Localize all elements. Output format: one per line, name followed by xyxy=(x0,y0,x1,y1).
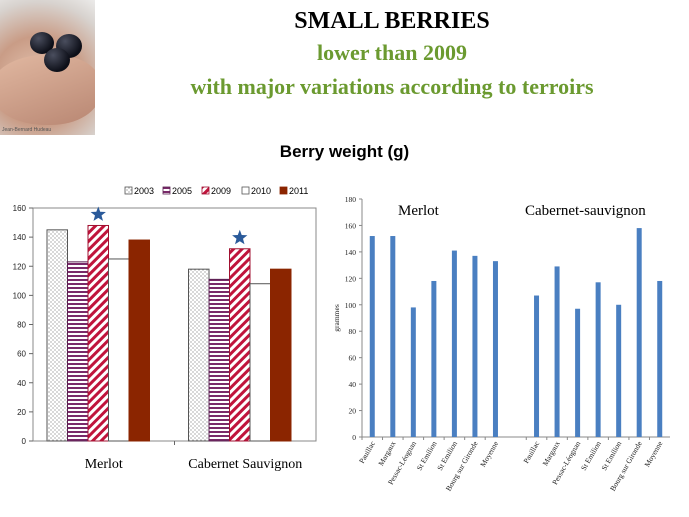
x-tick-label: Moyenne xyxy=(478,439,500,469)
bar-cabernet-sauvignon-pessac-léognan xyxy=(575,308,581,437)
bar-2010-cabernet-sauvignon xyxy=(249,283,271,442)
y-tick-label: 80 xyxy=(349,327,357,336)
x-tick-label: Pauillac xyxy=(357,439,377,465)
bar-2009-cabernet-sauvignon xyxy=(229,248,251,442)
bar-2011-cabernet-sauvignon xyxy=(270,268,292,442)
legend-swatch xyxy=(162,186,171,195)
y-tick-label: 140 xyxy=(345,248,357,257)
legend-swatch xyxy=(241,186,250,195)
y-tick-label: 120 xyxy=(345,274,357,283)
left-bar-chart: 2003 2005 2009 2010 2011 0 20 40 60 80 100 120 140 1… xyxy=(13,186,317,472)
bar-merlot-moyenne xyxy=(492,261,498,437)
y-tick-label: 80 xyxy=(17,321,26,330)
y-tick-label: 120 xyxy=(13,262,27,271)
legend-label: 2005 xyxy=(172,186,192,196)
legend-label: 2009 xyxy=(211,186,231,196)
bar-merlot-pessac-léognan xyxy=(410,307,416,437)
y-tick-label: 160 xyxy=(345,221,357,230)
y-tick-label: 20 xyxy=(349,407,357,416)
bar-2005-merlot xyxy=(67,261,89,442)
y-tick-label: 140 xyxy=(13,233,27,242)
bar-cabernet-sauvignon-margaux xyxy=(554,266,560,437)
y-tick-label: 0 xyxy=(22,437,27,446)
legend-swatch xyxy=(124,186,133,195)
bar-2009-merlot xyxy=(87,224,109,442)
bar-2010-merlot xyxy=(108,258,130,442)
slide-subtitle-2: with major variations according to terro… xyxy=(190,74,594,99)
y-axis-label: grammes xyxy=(332,304,341,332)
legend-swatch xyxy=(201,186,210,195)
y-tick-label: 0 xyxy=(352,433,356,442)
slide-subtitle-1: lower than 2009 xyxy=(317,40,467,65)
chart-heading: Berry weight (g) xyxy=(279,142,410,161)
bar-cabernet-sauvignon-pauillac xyxy=(534,295,540,437)
bar-merlot-bourg-sur-gironde xyxy=(472,255,478,437)
y-tick-label: 60 xyxy=(349,354,357,363)
berries-photo: Jean-Bernard Hudeau xyxy=(0,0,95,135)
x-category-label: Cabernet Sauvignon xyxy=(188,457,302,472)
y-tick-label: 100 xyxy=(345,301,357,310)
x-category-label: Merlot xyxy=(85,457,123,472)
bar-merlot-st-emilion xyxy=(431,280,437,437)
y-tick-label: 180 xyxy=(345,195,357,204)
bar-2005-cabernet-sauvignon xyxy=(208,278,230,442)
bar-cabernet-sauvignon-moyenne xyxy=(657,280,663,437)
photo-caption: Jean-Bernard Hudeau xyxy=(2,127,52,133)
bar-2011-merlot xyxy=(128,239,150,442)
star-icon xyxy=(232,229,248,245)
y-tick-label: 160 xyxy=(13,204,27,213)
bar-merlot-st-emilion xyxy=(451,250,457,437)
x-tick-label: Margaux xyxy=(376,439,397,467)
y-tick-label: 100 xyxy=(13,291,27,300)
x-tick-label: Moyenne xyxy=(643,439,665,469)
bar-cabernet-sauvignon-st-emilion xyxy=(595,282,601,437)
legend-label: 2010 xyxy=(251,186,271,196)
bar-merlot-pauillac xyxy=(369,236,375,437)
bar-cabernet-sauvignon-bourg-sur-gironde xyxy=(636,228,642,437)
right-bar-chart: 0 20 40 60 80 100 120 140 160 180 grammes Pauillac… xyxy=(332,195,670,493)
x-tick-label: Pauillac xyxy=(521,439,541,465)
berry-image xyxy=(30,32,54,54)
bar-2003-cabernet-sauvignon xyxy=(188,268,210,442)
berry-image xyxy=(44,48,70,72)
legend-label: 2003 xyxy=(134,186,154,196)
bar-cabernet-sauvignon-st-emilion xyxy=(616,304,622,437)
star-icon xyxy=(90,206,106,221)
y-tick-label: 40 xyxy=(17,379,26,388)
group-label-cabernet: Cabernet-sauvignon xyxy=(525,203,646,219)
slide-title: SMALL BERRIES xyxy=(294,8,490,34)
legend-swatch xyxy=(279,186,288,195)
y-tick-label: 40 xyxy=(349,380,357,389)
y-tick-label: 60 xyxy=(17,350,26,359)
y-tick-label: 20 xyxy=(17,408,26,417)
bar-merlot-margaux xyxy=(390,236,396,437)
bar-2003-merlot xyxy=(46,229,68,442)
legend-label: 2011 xyxy=(289,186,308,196)
group-label-merlot: Merlot xyxy=(398,203,440,219)
x-tick-label: Margaux xyxy=(541,439,562,467)
